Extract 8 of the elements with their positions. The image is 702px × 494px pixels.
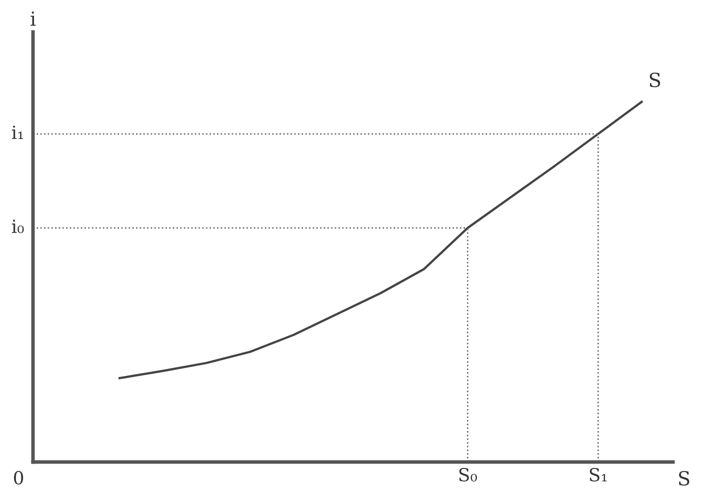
series-label: S <box>650 72 660 88</box>
x-tick-label: S₁ <box>590 468 607 482</box>
text: i <box>30 12 36 26</box>
ref-line-label: i₀ <box>12 220 24 234</box>
text: 0 <box>14 470 24 485</box>
x-axis-title: S <box>678 470 690 486</box>
x-tick-label: S₀ <box>459 468 477 482</box>
ref-line-label: i₁ <box>12 126 23 139</box>
